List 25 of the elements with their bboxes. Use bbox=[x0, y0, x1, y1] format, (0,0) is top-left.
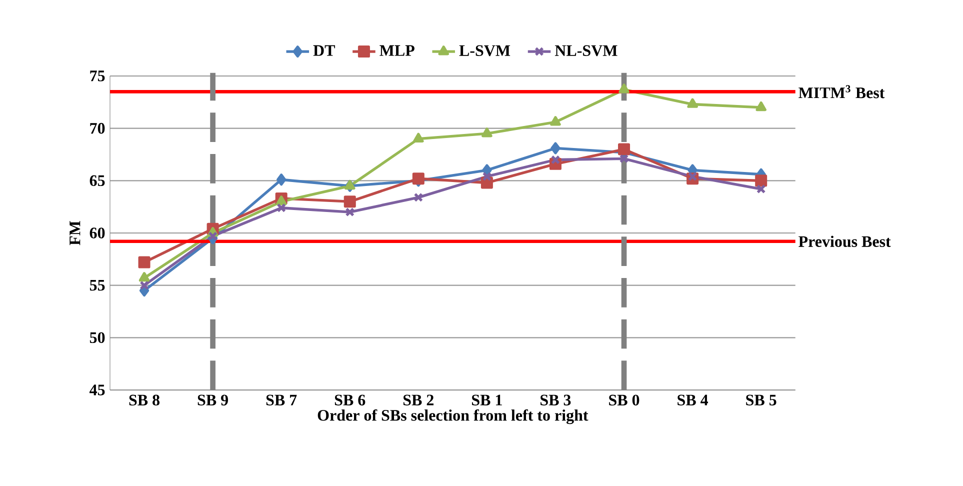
x-tick-label: SB 1 bbox=[472, 394, 502, 406]
y-tick-label: 65 bbox=[90, 175, 105, 186]
legend-label: MLP bbox=[380, 45, 414, 56]
x-tick-label: SB 2 bbox=[403, 394, 434, 406]
y-axis-title: FM bbox=[70, 221, 80, 246]
legend-label: NL-SVM bbox=[554, 45, 618, 56]
ref-line-label: Previous Best bbox=[798, 236, 891, 248]
y-tick-label: 45 bbox=[90, 384, 105, 396]
x-tick-label: SB 6 bbox=[334, 394, 366, 406]
y-tick-label: 55 bbox=[90, 280, 105, 291]
x-tick-label: SB 8 bbox=[129, 394, 160, 406]
ref-line-label: MITM$^{3}$ Best bbox=[798, 85, 885, 98]
y-tick-label: 50 bbox=[90, 332, 105, 344]
x-tick-label: SB 9 bbox=[198, 394, 228, 406]
x-tick-label: SB 0 bbox=[609, 394, 640, 406]
x-tick-label: SB 5 bbox=[746, 394, 776, 406]
legend-label: DT bbox=[313, 45, 336, 56]
x-tick-label: SB 7 bbox=[266, 394, 297, 406]
y-tick-label: 70 bbox=[90, 122, 105, 134]
x-axis-title: Order of SBs selection from left to right bbox=[318, 409, 588, 424]
x-tick-label: SB 4 bbox=[678, 394, 708, 406]
y-tick-label: 75 bbox=[90, 70, 105, 82]
legend-label: L-SVM bbox=[459, 45, 510, 56]
y-tick-label: 60 bbox=[90, 228, 105, 238]
x-tick-label: SB 3 bbox=[540, 394, 571, 406]
